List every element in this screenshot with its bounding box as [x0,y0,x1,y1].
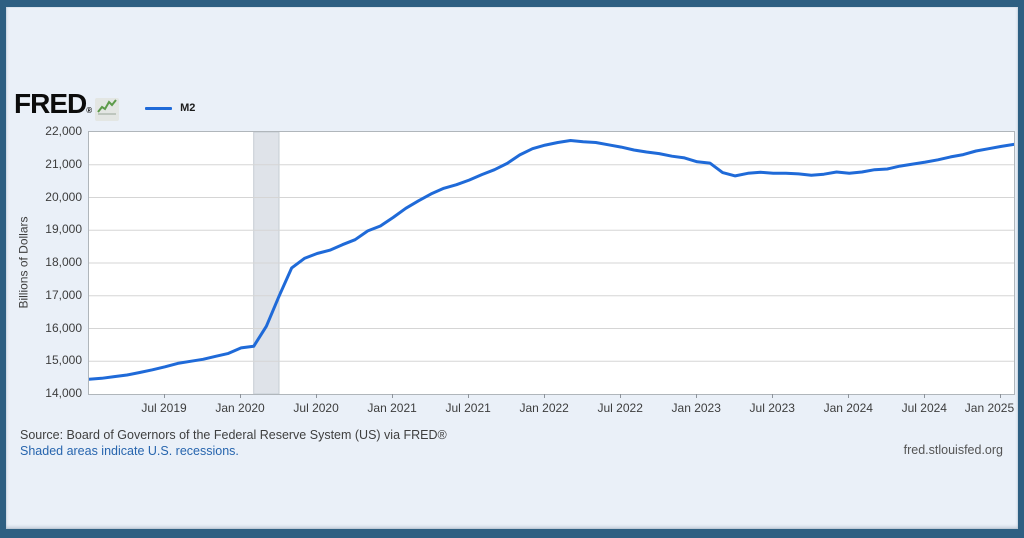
y-tick-label: 20,000 [45,189,82,204]
registered-mark: ® [86,105,93,115]
line-chart-icon [95,97,120,121]
x-tick-label: Jul 2023 [749,401,795,415]
x-tick-label: Jan 2024 [823,401,873,415]
x-axis-tick [772,394,774,398]
m2-chart-svg [89,132,1014,394]
x-tick-label: Jul 2020 [293,401,339,415]
y-tick-label: 22,000 [45,124,82,138]
x-axis-tick [848,394,850,398]
x-tick-label: Jan 2021 [367,401,417,415]
x-tick-label: Jan 2022 [519,401,569,415]
x-tick-label: Jan 2023 [671,401,721,415]
x-axis-tick [240,394,242,398]
x-tick-label: Jan 2020 [215,401,265,415]
x-axis-tick [392,394,394,398]
x-axis-tick [468,394,470,398]
chart-plot-area[interactable] [88,131,1015,395]
y-tick-label: 19,000 [45,222,82,237]
x-axis-tick [1000,394,1002,398]
fred-url-link[interactable]: fred.stlouisfed.org [903,443,1003,457]
m2-legend-label: M2 [180,102,196,114]
x-tick-label: Jul 2019 [141,401,187,415]
y-tick-label: 18,000 [45,255,82,269]
x-axis-tick [696,394,698,398]
x-axis-tick [924,394,926,398]
x-axis-tick [620,394,622,398]
y-tick-label: 14,000 [45,386,82,400]
x-tick-label: Jul 2021 [445,401,491,415]
x-axis-tick [544,394,546,398]
y-tick-label: 16,000 [45,320,82,335]
x-tick-label: Jul 2022 [597,401,643,415]
x-tick-label: Jul 2024 [901,401,947,415]
source-text: Source: Board of Governors of the Federa… [20,428,447,442]
y-tick-label: 17,000 [45,287,82,302]
y-tick-label: 15,000 [45,353,82,368]
m2-line-swatch [145,106,173,110]
y-tick-label: 21,000 [45,156,82,171]
recession-note-link[interactable]: Shaded areas indicate U.S. recessions. [20,444,239,458]
chart-header: FRED® M2 [14,87,195,122]
x-axis-tick [164,394,166,398]
m2-series-line [89,139,1014,381]
legend-item-m2: M2 [145,102,195,114]
x-tick-label: Jan 2025 [964,401,1015,415]
x-axis-tick [316,394,318,398]
fred-logo: FRED® [14,87,93,119]
